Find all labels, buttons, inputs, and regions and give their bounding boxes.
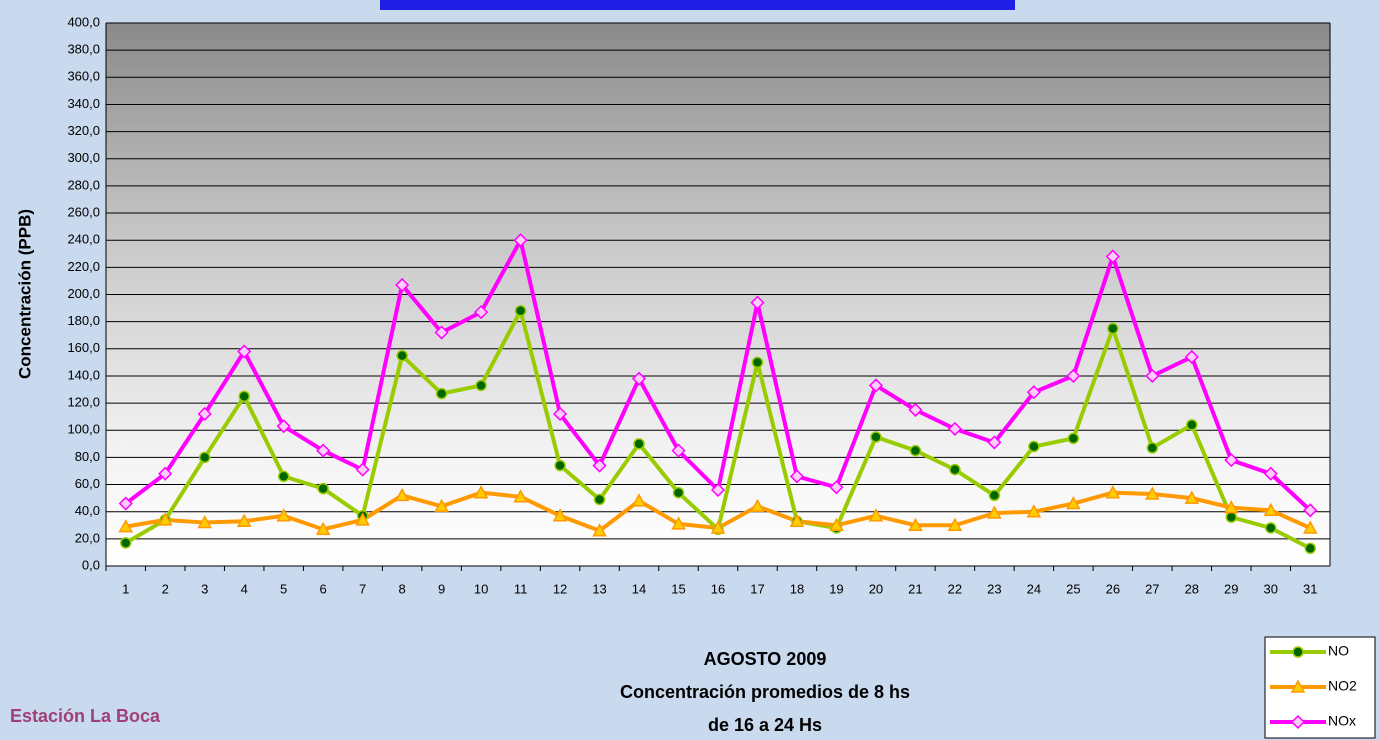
x-tick-label: 23	[987, 581, 1001, 596]
data-point	[1147, 443, 1157, 453]
data-point	[437, 389, 447, 399]
data-point	[595, 494, 605, 504]
y-tick-label: 0,0	[82, 557, 100, 572]
data-point	[634, 439, 644, 449]
x-tick-label: 8	[399, 581, 406, 596]
y-tick-label: 360,0	[67, 69, 100, 84]
data-point	[871, 432, 881, 442]
data-point	[555, 461, 565, 471]
data-point	[1266, 523, 1276, 533]
x-tick-label: 6	[320, 581, 327, 596]
legend-label: NO	[1328, 643, 1349, 659]
y-tick-label: 80,0	[75, 449, 100, 464]
x-tick-label: 20	[869, 581, 883, 596]
y-tick-label: 20,0	[75, 530, 100, 545]
subtitle: Concentración promedios de 8 hs	[620, 682, 910, 702]
x-tick-label: 24	[1027, 581, 1041, 596]
chart: Concentración (PPB) AGOSTO 2009 Concentr…	[0, 0, 1379, 740]
legend-label: NO2	[1328, 678, 1357, 694]
y-tick-label: 100,0	[67, 422, 100, 437]
page: Concentración (PPB) AGOSTO 2009 Concentr…	[0, 0, 1379, 740]
y-tick-label: 140,0	[67, 367, 100, 382]
data-point	[1187, 420, 1197, 430]
x-tick-label: 11	[514, 581, 528, 596]
x-tick-label: 19	[829, 581, 843, 596]
data-point	[1068, 433, 1078, 443]
x-tick-label: 22	[948, 581, 962, 596]
y-tick-label: 180,0	[67, 313, 100, 328]
station-label: Estación La Boca	[10, 706, 161, 726]
data-point	[397, 351, 407, 361]
data-point	[950, 465, 960, 475]
y-tick-label: 320,0	[67, 123, 100, 138]
data-point	[121, 538, 131, 548]
x-tick-label: 3	[201, 581, 208, 596]
data-point	[910, 446, 920, 456]
data-point	[516, 306, 526, 316]
y-tick-label: 240,0	[67, 232, 100, 247]
x-tick-label: 2	[162, 581, 169, 596]
data-point	[1305, 543, 1315, 553]
data-point	[1226, 512, 1236, 522]
x-tick-label: 28	[1185, 581, 1199, 596]
x-tick-label: 26	[1106, 581, 1120, 596]
x-tick-label: 5	[280, 581, 287, 596]
x-tick-label: 14	[632, 581, 646, 596]
y-tick-label: 220,0	[67, 259, 100, 274]
data-point	[752, 357, 762, 367]
legend-marker	[1293, 647, 1303, 657]
x-tick-label: 10	[474, 581, 488, 596]
y-tick-label: 340,0	[67, 96, 100, 111]
data-point	[279, 471, 289, 481]
x-tick-label: 4	[241, 581, 248, 596]
legend-label: NOx	[1328, 713, 1356, 729]
data-point	[674, 488, 684, 498]
y-axis-label: Concentración (PPB)	[15, 209, 34, 379]
data-point	[1108, 323, 1118, 333]
x-tick-label: 30	[1264, 581, 1278, 596]
x-tick-label: 31	[1303, 581, 1317, 596]
x-tick-label: 12	[553, 581, 567, 596]
x-tick-label: 27	[1145, 581, 1159, 596]
y-tick-label: 120,0	[67, 395, 100, 410]
x-tick-label: 25	[1066, 581, 1080, 596]
x-tick-label: 1	[122, 581, 129, 596]
subtitle: AGOSTO 2009	[704, 649, 827, 669]
data-point	[200, 452, 210, 462]
data-point	[1029, 442, 1039, 452]
title-bar	[380, 0, 1015, 10]
data-point	[989, 490, 999, 500]
y-tick-label: 400,0	[67, 14, 100, 29]
x-tick-label: 7	[359, 581, 366, 596]
y-tick-label: 60,0	[75, 476, 100, 491]
y-tick-label: 160,0	[67, 340, 100, 355]
data-point	[239, 391, 249, 401]
y-tick-label: 380,0	[67, 42, 100, 57]
x-tick-label: 17	[750, 581, 764, 596]
x-tick-label: 21	[908, 581, 922, 596]
y-tick-label: 280,0	[67, 177, 100, 192]
x-tick-label: 18	[790, 581, 804, 596]
x-tick-label: 15	[671, 581, 685, 596]
y-tick-label: 200,0	[67, 286, 100, 301]
y-tick-label: 260,0	[67, 204, 100, 219]
x-tick-label: 16	[711, 581, 725, 596]
x-tick-label: 9	[438, 581, 445, 596]
y-tick-label: 40,0	[75, 503, 100, 518]
subtitle: de 16 a 24 Hs	[708, 715, 822, 735]
data-point	[476, 380, 486, 390]
y-tick-label: 300,0	[67, 150, 100, 165]
x-tick-label: 13	[592, 581, 606, 596]
data-point	[318, 484, 328, 494]
x-tick-label: 29	[1224, 581, 1238, 596]
